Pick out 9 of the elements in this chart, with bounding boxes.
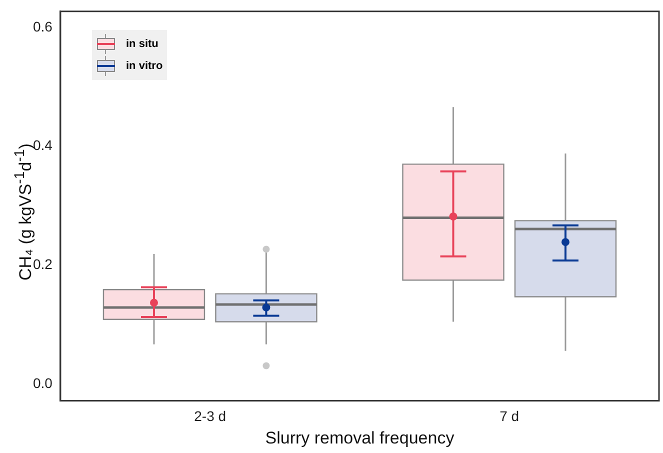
- x-axis-title: Slurry removal frequency: [265, 428, 455, 448]
- y-tick-label: 0.2: [32, 256, 53, 272]
- legend-label: in vitro: [126, 60, 163, 72]
- y-tick-label: 0.4: [32, 137, 53, 154]
- legend-label: in situ: [126, 38, 158, 50]
- x-tick-label: 7 d: [500, 408, 520, 424]
- x-tick-label: 2-3 d: [194, 408, 226, 424]
- y-tick-label: 0.0: [32, 375, 53, 392]
- y-tick-label: 0.6: [32, 18, 53, 34]
